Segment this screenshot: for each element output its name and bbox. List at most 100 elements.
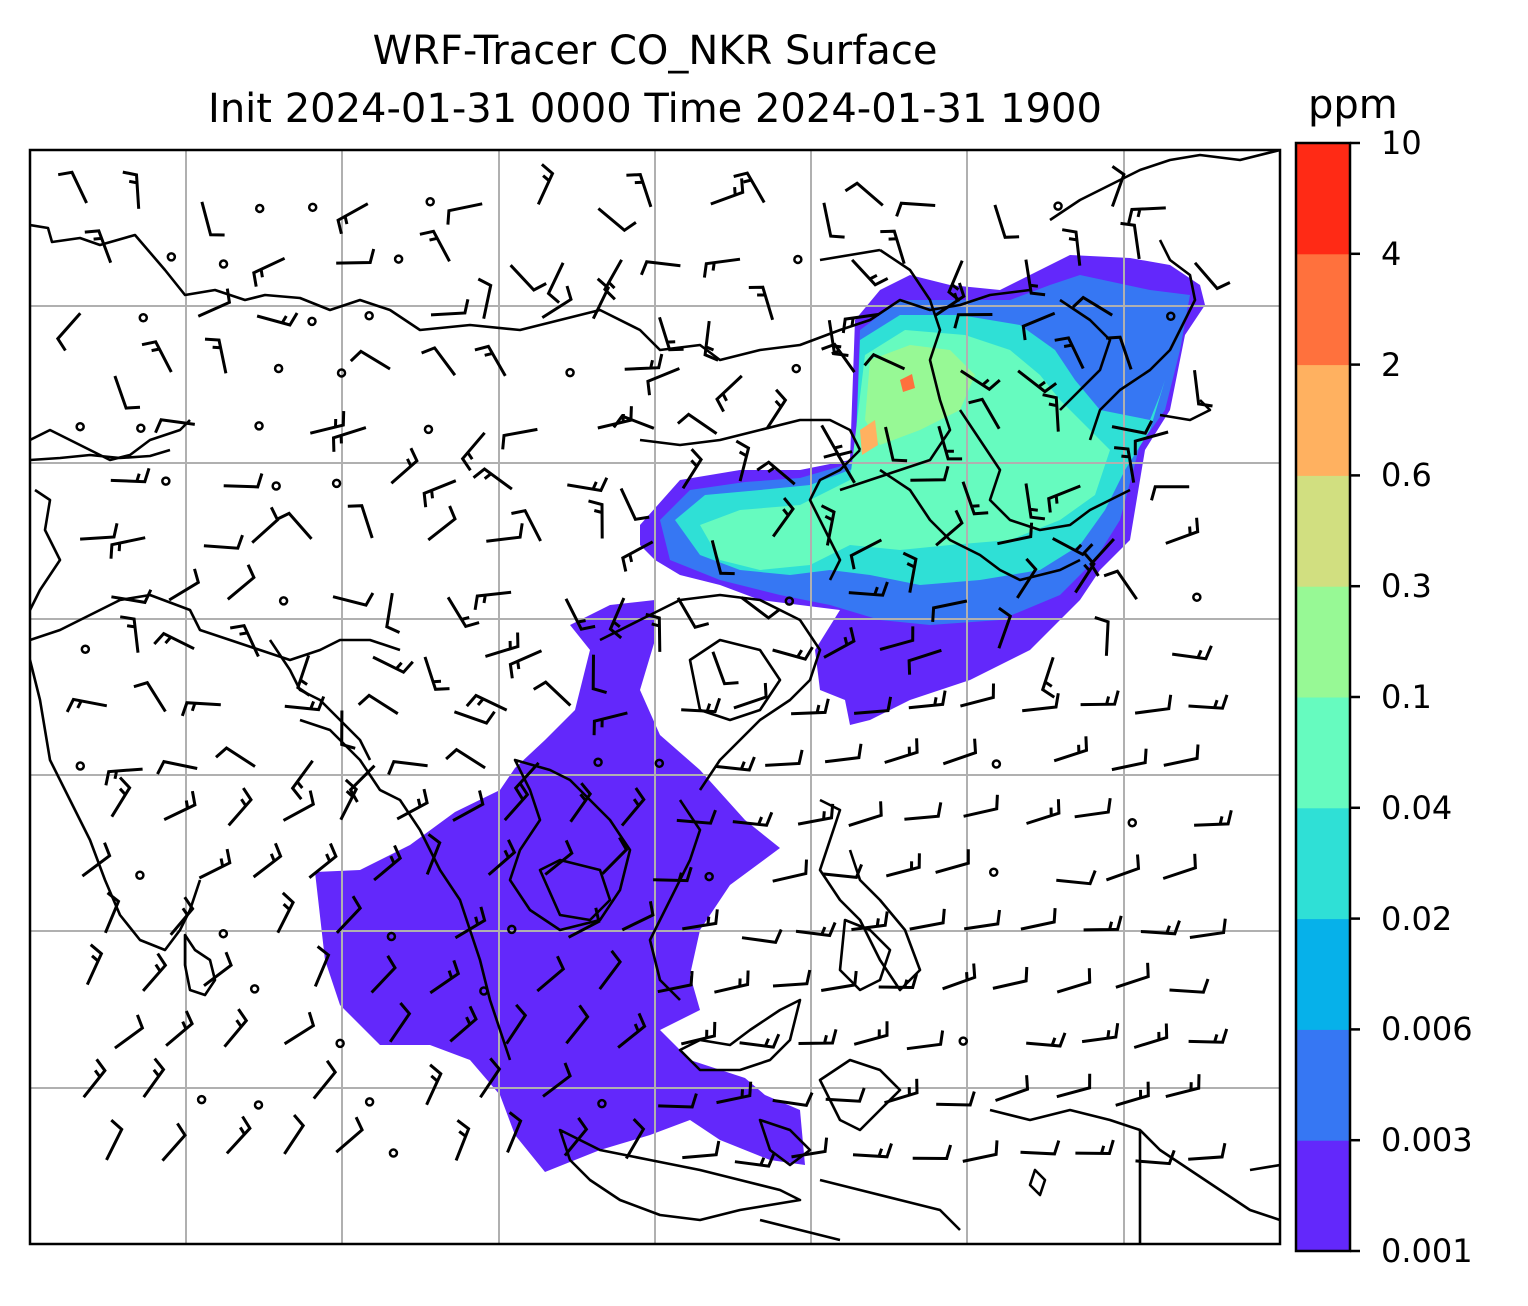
- wind-barb: [853, 1021, 889, 1046]
- calm-wind-marker: [988, 867, 999, 877]
- colorbar-unit-label: ppm: [1308, 82, 1398, 128]
- wind-barb: [479, 1057, 502, 1099]
- wind-barb: [474, 344, 507, 377]
- wind-barb: [109, 536, 146, 559]
- wind-barb: [446, 202, 483, 225]
- calm-wind-marker: [135, 870, 145, 880]
- wind-barb: [772, 859, 808, 883]
- wind-barb: [141, 952, 168, 992]
- wind-barb: [912, 1144, 953, 1161]
- wind-barb: [544, 839, 574, 876]
- colorbar-tick-label: 4: [1381, 234, 1402, 273]
- wind-barb: [935, 849, 970, 874]
- wind-barb: [275, 511, 313, 540]
- wind-barb: [715, 374, 743, 413]
- calm-wind-marker: [166, 252, 177, 262]
- wind-barb: [122, 170, 141, 209]
- wind-barb: [133, 680, 167, 713]
- wind-barb: [681, 697, 722, 714]
- colorbar-segment: [1296, 364, 1350, 476]
- wind-barb: [1020, 908, 1057, 931]
- wind-barb: [226, 564, 256, 601]
- wind-barb: [203, 951, 233, 987]
- wind-barb: [748, 285, 775, 321]
- calm-wind-marker: [654, 758, 665, 769]
- wind-barb: [1020, 1140, 1061, 1156]
- wind-barb: [657, 970, 694, 994]
- wind-barb: [626, 173, 653, 208]
- chart-subtitle: Init 2024-01-31 0000 Time 2024-01-31 190…: [208, 86, 1102, 132]
- wind-barb: [934, 282, 966, 317]
- wind-barb: [841, 312, 880, 334]
- wind-barb: [735, 439, 751, 482]
- colorbar-tick-label: 0.6: [1381, 456, 1432, 495]
- wind-barb: [541, 285, 573, 319]
- wind-barb: [1026, 1032, 1067, 1048]
- wind-barb: [141, 340, 173, 373]
- wind-barb: [765, 388, 788, 430]
- calm-wind-marker: [254, 421, 264, 431]
- wind-barb: [421, 346, 457, 377]
- wind-barb: [1162, 853, 1197, 880]
- wind-barb: [711, 651, 739, 686]
- calm-wind-marker: [80, 644, 91, 654]
- wind-barb: [349, 349, 391, 371]
- wind-barb: [772, 646, 814, 661]
- wind-barb: [110, 776, 132, 818]
- colorbar-tick-label: 10: [1381, 124, 1422, 162]
- wind-barb: [703, 320, 719, 362]
- wind-barb: [993, 204, 1020, 239]
- wind-barb: [740, 596, 781, 620]
- wind-barb: [1140, 920, 1181, 936]
- wind-barb: [797, 803, 835, 826]
- calm-wind-marker: [425, 196, 435, 207]
- colorbar-segment: [1296, 475, 1350, 587]
- wind-barb: [252, 842, 283, 879]
- wind-barb: [449, 1005, 478, 1043]
- map-frame: [28, 148, 1282, 1246]
- wind-barb: [772, 1091, 814, 1108]
- wind-barb: [588, 499, 604, 539]
- calm-wind-marker: [507, 924, 517, 935]
- wind-barb: [765, 749, 804, 767]
- calm-wind-marker: [218, 259, 229, 269]
- calm-wind-marker: [1192, 592, 1202, 602]
- wind-barb: [114, 1014, 145, 1050]
- wind-barb: [879, 626, 915, 651]
- wind-barb: [1171, 645, 1213, 661]
- wind-barb: [682, 1140, 721, 1160]
- wind-barb: [225, 1115, 252, 1155]
- wind-barb: [119, 615, 140, 653]
- wind-barb: [1024, 259, 1046, 297]
- wind-barb: [312, 1059, 338, 1100]
- calm-wind-marker: [161, 476, 171, 486]
- wind-barb: [429, 959, 461, 995]
- colorbar-tick-label: 0.1: [1381, 678, 1432, 716]
- wind-barb: [169, 896, 195, 936]
- wind-barb: [335, 895, 363, 934]
- wind-barb: [676, 597, 710, 629]
- wind-barb: [370, 955, 397, 994]
- chart-title: WRF-Tracer CO_NKR Surface: [372, 28, 938, 74]
- wind-barb: [1024, 483, 1046, 521]
- colorbar: [1294, 141, 1360, 1253]
- wind-barb: [505, 1003, 528, 1045]
- wind-barb: [963, 794, 999, 818]
- wind-barb: [1042, 393, 1060, 432]
- wind-barb: [962, 1140, 999, 1163]
- wind-barb: [1094, 615, 1110, 656]
- wind-barb: [904, 802, 943, 821]
- calm-wind-marker: [364, 311, 374, 321]
- wind-barb: [791, 1137, 829, 1159]
- wind-barb: [676, 412, 718, 435]
- calm-wind-marker: [479, 986, 489, 996]
- wind-barb: [1080, 690, 1120, 707]
- wind-barb: [513, 761, 540, 801]
- wind-barb: [1083, 915, 1123, 932]
- wind-barb: [1022, 692, 1060, 713]
- wind-barb: [430, 298, 470, 317]
- calm-wind-marker: [271, 481, 281, 491]
- wind-barb: [716, 1081, 753, 1105]
- wind-barb: [937, 425, 963, 461]
- wind-barb: [1115, 962, 1150, 989]
